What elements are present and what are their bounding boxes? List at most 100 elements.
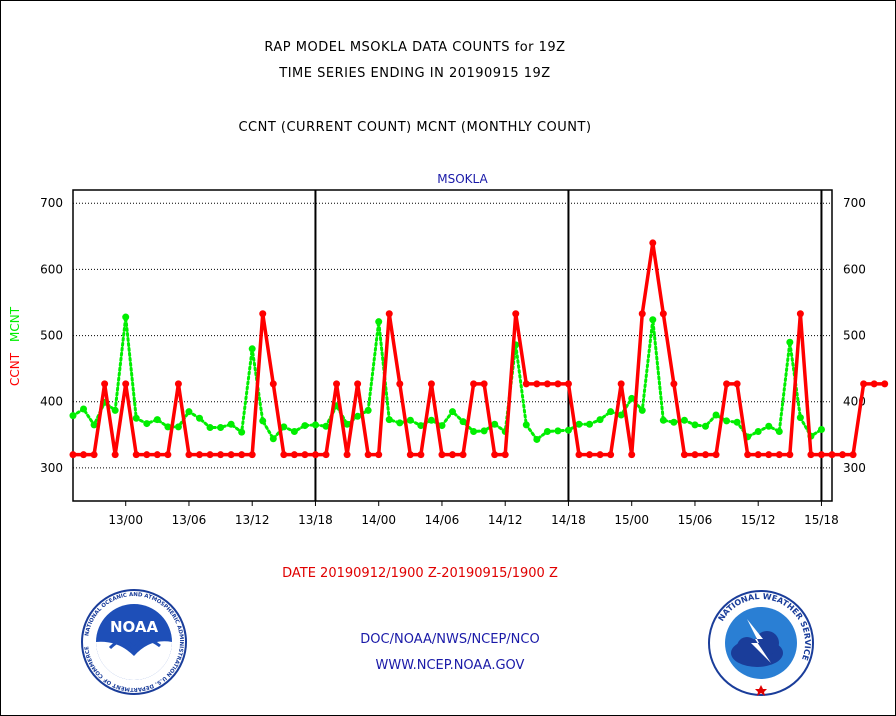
data-point-ccnt: [870, 380, 878, 388]
data-point-ccnt: [459, 451, 467, 459]
data-point-mcnt: [206, 424, 214, 432]
data-point-ccnt: [322, 451, 330, 459]
x-tick-label: 13/12: [235, 513, 270, 527]
y-tick-label-left: 600: [40, 262, 63, 276]
data-point-ccnt: [554, 380, 562, 388]
data-point-ccnt: [406, 451, 414, 459]
data-point-mcnt: [702, 422, 709, 430]
data-point-ccnt: [311, 451, 319, 459]
y-tick-label-right: 700: [843, 196, 866, 210]
data-point-ccnt: [775, 451, 783, 459]
data-point-ccnt: [586, 451, 594, 459]
data-point-ccnt: [533, 380, 541, 388]
data-point-mcnt: [185, 408, 193, 416]
data-point-mcnt: [712, 411, 720, 419]
data-point-mcnt: [196, 414, 203, 422]
footer-url: WWW.NCEP.NOAA.GOV: [375, 658, 525, 673]
data-point-mcnt: [765, 422, 773, 430]
data-point-mcnt: [269, 435, 277, 443]
data-point-mcnt: [69, 412, 77, 420]
data-point-mcnt: [733, 418, 741, 426]
data-point-ccnt: [290, 451, 298, 459]
data-point-ccnt: [122, 380, 130, 388]
data-point-mcnt: [680, 416, 688, 424]
data-point-mcnt: [607, 408, 615, 416]
data-point-ccnt: [628, 451, 636, 459]
data-point-ccnt: [786, 451, 794, 459]
data-point-mcnt: [217, 424, 225, 432]
data-point-ccnt: [839, 451, 847, 459]
x-tick-label: 15/06: [678, 513, 713, 527]
data-point-mcnt: [470, 428, 478, 436]
x-tick-label: 13/06: [172, 513, 207, 527]
data-point-mcnt: [301, 422, 309, 430]
data-point-mcnt: [354, 412, 362, 420]
data-point-ccnt: [196, 451, 203, 459]
data-point-ccnt: [90, 451, 98, 459]
date-range-label: DATE 20190912/1900 Z-20190915/1900 Z: [282, 566, 558, 581]
y-tick-label-right: 300: [843, 461, 866, 475]
x-tick-label: 15/00: [614, 513, 649, 527]
data-point-mcnt: [90, 421, 98, 429]
ylabel-mcnt: MCNT: [8, 306, 22, 342]
data-point-ccnt: [828, 451, 836, 459]
data-point-mcnt: [459, 418, 467, 426]
data-point-mcnt: [723, 417, 731, 425]
data-point-mcnt: [628, 394, 636, 402]
data-point-mcnt: [586, 420, 594, 428]
data-point-mcnt: [796, 414, 804, 422]
data-point-ccnt: [543, 380, 551, 388]
x-tick-label: 14/06: [425, 513, 460, 527]
data-point-mcnt: [290, 428, 298, 436]
data-point-mcnt: [364, 406, 372, 414]
data-point-ccnt: [217, 451, 225, 459]
data-point-ccnt: [607, 451, 615, 459]
data-point-mcnt: [638, 406, 646, 414]
data-point-ccnt: [491, 451, 499, 459]
data-point-ccnt: [343, 451, 351, 459]
y-tick-label-left: 400: [40, 395, 63, 409]
data-point-ccnt: [438, 451, 446, 459]
data-point-ccnt: [470, 380, 478, 388]
plot-area: [72, 189, 833, 502]
data-point-mcnt: [259, 417, 267, 425]
data-point-ccnt: [723, 380, 731, 388]
data-point-ccnt: [417, 451, 425, 459]
data-point-ccnt: [564, 380, 572, 388]
data-point-mcnt: [817, 426, 825, 434]
data-point-ccnt: [744, 451, 752, 459]
data-point-mcnt: [280, 423, 288, 431]
data-point-ccnt: [238, 451, 246, 459]
data-point-ccnt: [754, 451, 762, 459]
data-point-mcnt: [670, 418, 678, 426]
data-point-ccnt: [385, 310, 393, 318]
data-point-mcnt: [480, 427, 488, 435]
data-point-ccnt: [449, 451, 456, 459]
data-point-mcnt: [311, 421, 319, 429]
chart-title-line2: TIME SERIES ENDING IN 20190915 19Z: [279, 66, 551, 81]
data-point-mcnt: [248, 345, 256, 353]
data-point-mcnt: [775, 428, 783, 436]
x-tick-label: 13/18: [298, 513, 333, 527]
chart-title-line3: CCNT (CURRENT COUNT) MCNT (MONTHLY COUNT…: [238, 120, 592, 135]
data-point-ccnt: [817, 451, 825, 459]
data-point-mcnt: [143, 420, 151, 428]
data-point-mcnt: [132, 414, 140, 422]
data-point-mcnt: [786, 338, 794, 346]
data-point-ccnt: [333, 380, 341, 388]
data-point-ccnt: [575, 451, 583, 459]
data-point-ccnt: [881, 380, 889, 388]
data-point-mcnt: [491, 420, 499, 428]
data-point-mcnt: [322, 422, 330, 430]
data-point-mcnt: [80, 405, 88, 413]
data-point-mcnt: [111, 406, 119, 414]
data-point-mcnt: [522, 421, 530, 429]
data-point-mcnt: [659, 416, 667, 424]
data-point-mcnt: [754, 428, 762, 436]
data-point-ccnt: [132, 451, 140, 459]
data-point-ccnt: [164, 451, 172, 459]
y-tick-label-left: 500: [40, 329, 63, 343]
data-point-mcnt: [564, 426, 572, 434]
data-point-mcnt: [417, 422, 425, 430]
